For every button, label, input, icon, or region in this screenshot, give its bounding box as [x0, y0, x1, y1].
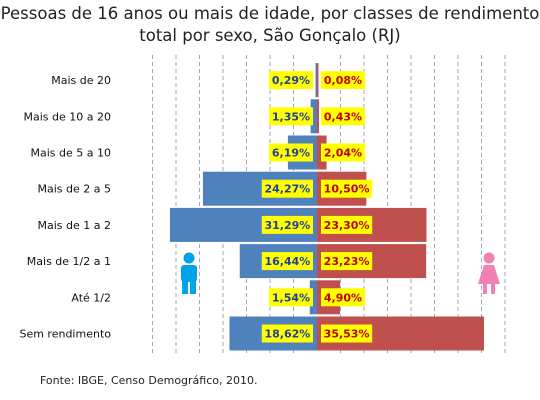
data-label-bg	[261, 215, 313, 234]
data-label-bg	[321, 324, 373, 343]
man-icon	[183, 252, 195, 264]
data-label-right: 2,04%	[324, 147, 362, 160]
bar-left	[315, 63, 317, 98]
data-label-bg	[261, 179, 313, 198]
data-label-bg	[321, 179, 373, 198]
data-label-bg	[269, 107, 313, 126]
data-label-bg	[321, 288, 365, 307]
woman-icon-dress	[478, 265, 500, 284]
man-icon-leg	[190, 281, 196, 294]
category-label: Sem rendimento	[19, 328, 111, 341]
category-label: Mais de 10 a 20	[24, 110, 112, 123]
bar-left	[309, 280, 317, 315]
data-label-right: 0,08%	[324, 74, 362, 87]
category-label: Mais de 20	[51, 74, 111, 87]
data-label-right: 23,23%	[324, 255, 370, 268]
data-label-bg	[269, 143, 313, 162]
chart-title-line-1: Pessoas de 16 anos ou mais de idade, por…	[0, 4, 540, 23]
data-label-right: 23,30%	[324, 219, 370, 232]
man-icon-leg	[182, 281, 188, 294]
data-label-left: 6,19%	[272, 147, 310, 160]
woman-icon-leg	[483, 284, 487, 294]
data-label-bg	[269, 71, 313, 90]
data-label-bg	[269, 288, 313, 307]
chart-title-line-2: total por sexo, São Gonçalo (RJ)	[139, 26, 401, 45]
data-label-bg	[261, 324, 313, 343]
data-label-left: 1,35%	[272, 110, 310, 123]
category-label: Mais de 1 a 2	[38, 219, 112, 232]
data-label-left: 24,27%	[264, 183, 310, 196]
bar-right	[317, 63, 319, 98]
man-icon-body	[181, 265, 197, 282]
data-label-left: 16,44%	[264, 255, 310, 268]
bar-left	[310, 99, 317, 134]
category-label: Mais de 5 a 10	[31, 147, 112, 160]
woman-icon-leg	[491, 284, 495, 294]
data-label-bg	[261, 252, 313, 271]
bar-right	[317, 99, 320, 134]
data-label-bg	[321, 215, 373, 234]
data-label-bg	[321, 252, 373, 271]
data-label-left: 31,29%	[264, 219, 310, 232]
data-label-right: 0,43%	[324, 110, 362, 123]
woman-icon	[483, 252, 495, 264]
source-note: Fonte: IBGE, Censo Demográfico, 2010.	[40, 374, 258, 387]
data-label-bg	[321, 71, 365, 90]
category-label: Mais de 1/2 a 1	[27, 255, 111, 268]
data-label-bg	[321, 107, 365, 126]
data-label-right: 35,53%	[324, 328, 370, 341]
category-label: Mais de 2 a 5	[38, 183, 112, 196]
data-label-left: 1,54%	[272, 291, 310, 304]
data-label-left: 0,29%	[272, 74, 310, 87]
data-label-right: 4,90%	[324, 291, 362, 304]
data-label-bg	[321, 143, 365, 162]
category-label: Até 1/2	[71, 291, 111, 304]
data-label-left: 18,62%	[264, 328, 310, 341]
data-label-right: 10,50%	[324, 183, 370, 196]
